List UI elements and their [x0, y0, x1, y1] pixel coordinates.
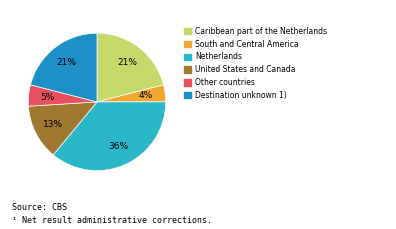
Text: 36%: 36% — [108, 142, 128, 151]
Text: 4%: 4% — [139, 91, 153, 100]
Text: 21%: 21% — [117, 58, 137, 67]
Text: 13%: 13% — [43, 120, 63, 129]
Legend: Caribbean part of the Netherlands, South and Central America, Netherlands, Unite: Caribbean part of the Netherlands, South… — [184, 27, 327, 100]
Wedge shape — [30, 33, 97, 102]
Wedge shape — [97, 33, 164, 102]
Text: ¹ Net result administrative corrections.: ¹ Net result administrative corrections. — [12, 216, 212, 225]
Text: 5%: 5% — [40, 93, 55, 102]
Wedge shape — [29, 85, 97, 106]
Wedge shape — [97, 85, 166, 102]
Text: 21%: 21% — [57, 58, 77, 67]
Wedge shape — [53, 102, 166, 171]
Wedge shape — [29, 102, 97, 155]
Text: Source: CBS: Source: CBS — [12, 203, 67, 212]
